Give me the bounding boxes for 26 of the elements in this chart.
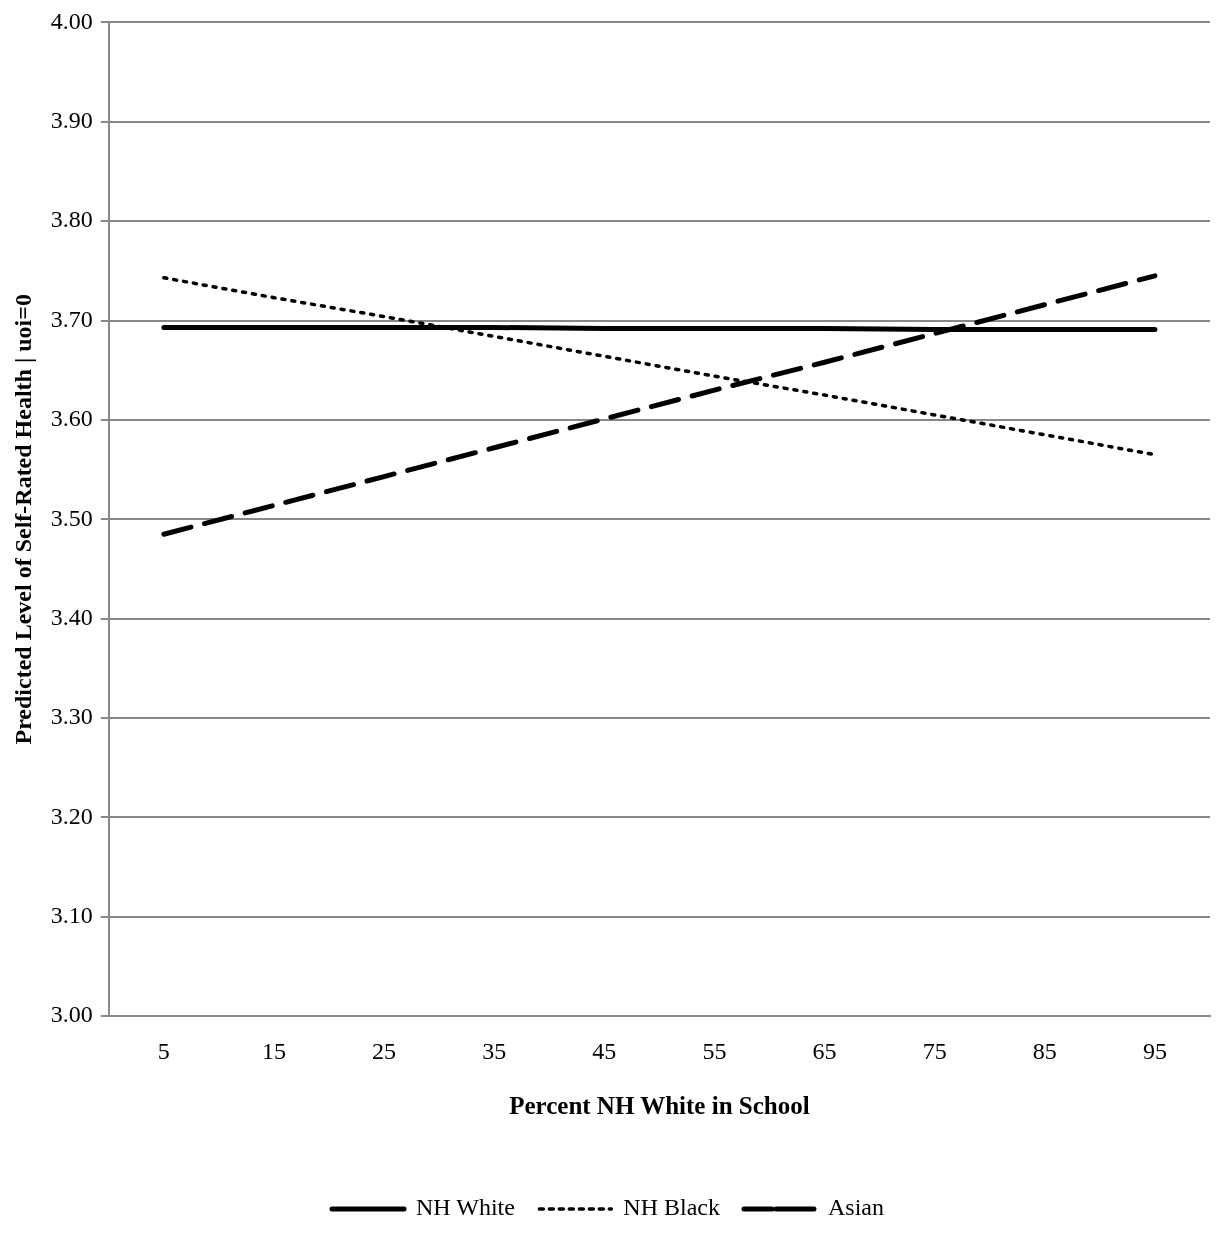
legend-label: NH Black <box>623 1194 720 1221</box>
x-axis-title: Percent NH White in School <box>509 1092 810 1120</box>
x-tick-label: 25 <box>372 1037 397 1064</box>
y-tick-label: 3.50 <box>50 504 93 531</box>
legend-label: NH White <box>416 1194 515 1221</box>
x-tick-label: 55 <box>702 1037 727 1064</box>
x-tick-label: 35 <box>482 1037 507 1064</box>
y-tick-label: 3.10 <box>50 902 93 929</box>
x-tick-label: 45 <box>592 1037 617 1064</box>
y-tick-label: 3.80 <box>50 206 93 233</box>
y-tick-label: 3.90 <box>50 107 93 134</box>
y-tick-label: 4.00 <box>50 7 93 34</box>
y-tick-label: 3.30 <box>50 703 93 730</box>
y-tick-label: 3.40 <box>50 603 93 630</box>
y-axis-title: Predicted Level of Self-Rated Health | uoi=0 <box>9 294 36 745</box>
x-tick-label: 5 <box>157 1037 170 1064</box>
y-tick-label: 3.20 <box>50 802 93 829</box>
x-tick-label: 65 <box>812 1037 837 1064</box>
x-tick-label: 85 <box>1032 1037 1057 1064</box>
y-tick-label: 3.00 <box>50 1001 93 1028</box>
x-tick-label: 15 <box>261 1037 286 1064</box>
y-tick-label: 3.70 <box>50 305 93 332</box>
legend-label: Asian <box>827 1194 884 1221</box>
x-tick-label: 95 <box>1142 1037 1167 1064</box>
x-tick-label: 75 <box>922 1037 947 1064</box>
y-tick-label: 3.60 <box>50 405 93 432</box>
